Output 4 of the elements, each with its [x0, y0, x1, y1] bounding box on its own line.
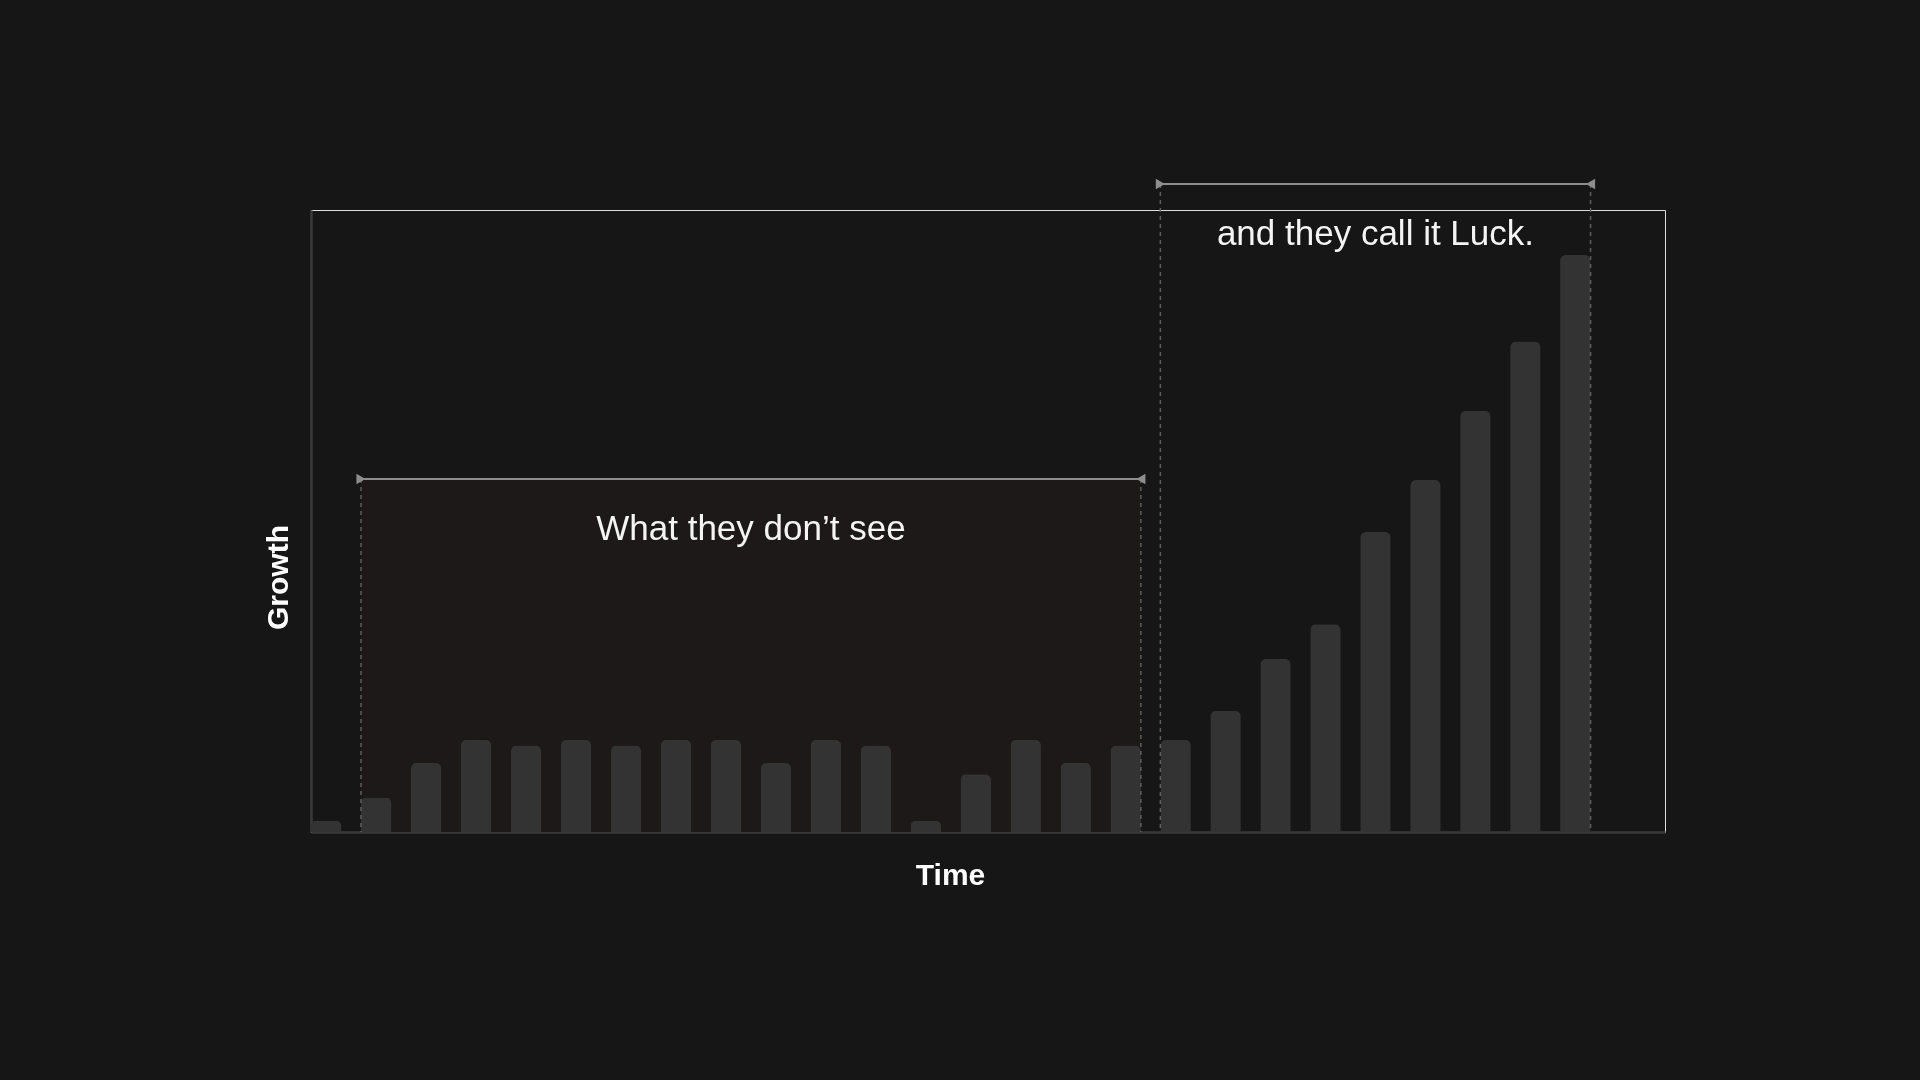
x-axis-title: Time	[915, 857, 986, 891]
y-axis-title: Growth	[260, 525, 294, 630]
text: and they call it Luck.	[1216, 213, 1535, 252]
annotation: What they don’t see	[596, 508, 906, 547]
